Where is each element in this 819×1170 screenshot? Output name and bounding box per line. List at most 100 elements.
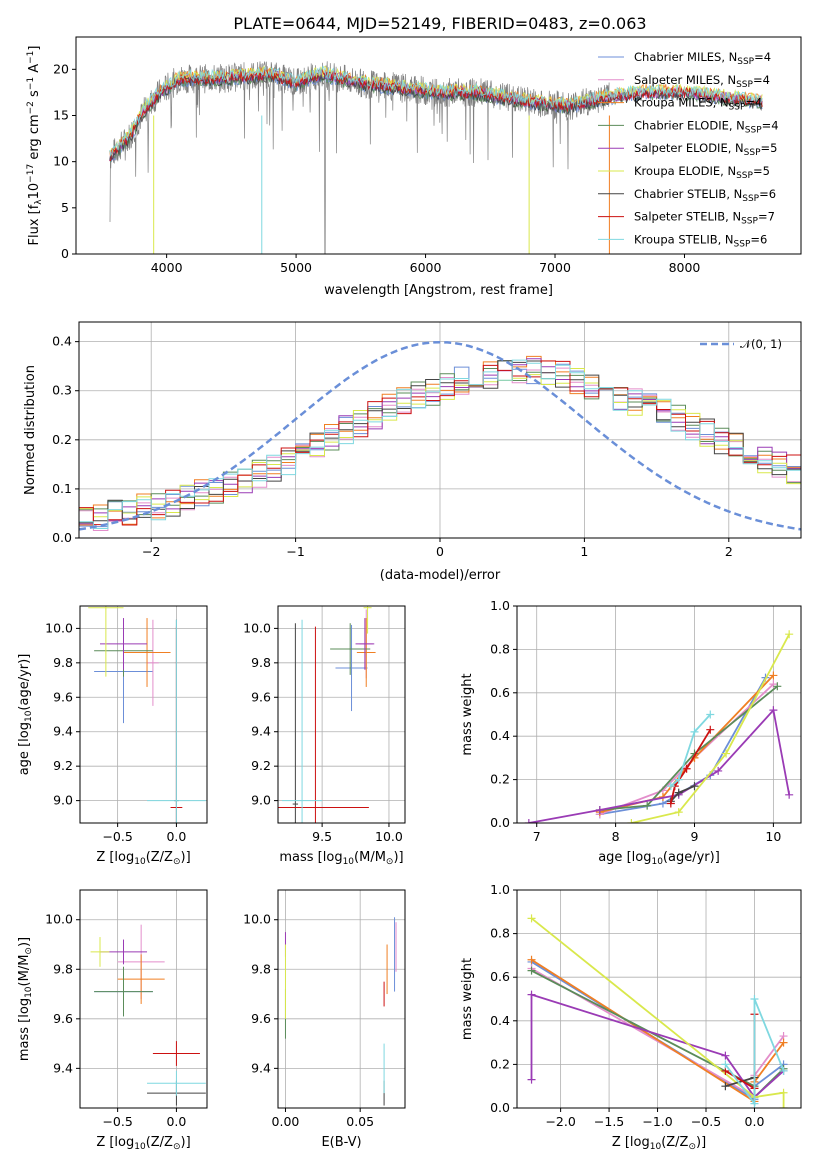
weight-marker bbox=[595, 805, 604, 814]
weight-series bbox=[595, 673, 770, 819]
weight-series-line bbox=[599, 685, 778, 811]
x-tick-label: −0.5 bbox=[102, 829, 132, 844]
spectrum-panel: 4000 5000 6000 7000 8000 0 5 10 15 20 wavelength [… bbox=[26, 36, 802, 298]
x-tick-label: −2.0 bbox=[545, 1114, 575, 1129]
y-tick-label: 0.6 bbox=[490, 685, 510, 700]
weight-series bbox=[524, 706, 794, 823]
figure-title: PLATE=0644, MJD=52149, FIBERID=0483, z=0… bbox=[233, 14, 646, 33]
legend-item: Salpeter ELODIE, NSSP=5 bbox=[598, 141, 777, 158]
x-tick-label: 9.5 bbox=[312, 829, 332, 844]
x-tick-label: −1 bbox=[286, 544, 304, 559]
x-tick-label: −0.5 bbox=[691, 1114, 721, 1129]
residual-histogram bbox=[79, 360, 801, 526]
error-bar-point bbox=[355, 618, 375, 670]
plot-frame bbox=[516, 605, 802, 824]
y-axis-label: mass weight bbox=[460, 958, 475, 1040]
legend-label: Chabrier MILES, NSSP=4 bbox=[634, 50, 771, 67]
weight-marker bbox=[682, 764, 691, 773]
legend-label: Kroupa MILES, NSSP=4 bbox=[634, 96, 762, 113]
y-tick-label: 9.6 bbox=[53, 1011, 73, 1026]
legend-item: Kroupa MILES, NSSP=4 bbox=[598, 96, 762, 113]
error-bar-point bbox=[356, 618, 376, 687]
y-tick-label: 0.4 bbox=[490, 728, 510, 743]
x-tick-label: 8000 bbox=[669, 260, 701, 275]
y-tick-label: 0.8 bbox=[490, 926, 510, 941]
legend-item: Chabrier ELODIE, NSSP=4 bbox=[598, 118, 779, 135]
error-bar-point bbox=[330, 623, 371, 675]
y-tick-label: 0.0 bbox=[52, 530, 72, 545]
error-bar-point bbox=[117, 954, 165, 1004]
y-tick-label: 0.2 bbox=[490, 1056, 510, 1071]
weight-series-line bbox=[631, 633, 790, 823]
y-tick-label: 10.0 bbox=[243, 620, 271, 635]
y-tick-label: 9.8 bbox=[53, 961, 73, 976]
plot-area bbox=[109, 61, 763, 254]
error-bar-point bbox=[99, 618, 148, 670]
weight-series bbox=[721, 1010, 759, 1093]
weight-marker bbox=[721, 1060, 730, 1069]
y-axis-label: mass [log10(M/M⊙)] bbox=[17, 937, 34, 1061]
plot-area bbox=[79, 340, 801, 531]
legend-item: Chabrier MILES, NSSP=4 bbox=[598, 50, 771, 67]
weight-marker bbox=[690, 782, 699, 791]
x-tick-label: 0.0 bbox=[745, 1114, 765, 1129]
weight-marker bbox=[779, 1088, 788, 1097]
x-axis-label: wavelength [Angstrom, rest frame] bbox=[324, 283, 553, 298]
legend-label: Chabrier STELIB, NSSP=6 bbox=[634, 187, 776, 204]
y-tick-label: 9.8 bbox=[53, 655, 73, 670]
y-tick-label: 9.4 bbox=[251, 1060, 271, 1075]
weight-marker bbox=[527, 966, 536, 975]
x-tick-label: 0.0 bbox=[166, 829, 186, 844]
weight-marker bbox=[779, 1104, 788, 1108]
y-tick-label: 0.0 bbox=[490, 815, 510, 830]
y-tick-label: 15 bbox=[53, 107, 69, 122]
weight-marker bbox=[785, 790, 794, 799]
x-tick-label: 7000 bbox=[539, 260, 571, 275]
y-tick-label: 20 bbox=[53, 61, 69, 76]
weight-marker bbox=[524, 819, 533, 823]
error-bar-point bbox=[88, 606, 124, 677]
x-tick-label: 2 bbox=[725, 544, 733, 559]
weight-marker bbox=[690, 727, 699, 736]
y-tick-label: 9.4 bbox=[53, 724, 73, 739]
x-tick-label: 5000 bbox=[280, 260, 312, 275]
plot-area bbox=[284, 917, 397, 1106]
gaussian-reference-curve bbox=[79, 340, 801, 531]
x-tick-label: 7 bbox=[533, 829, 541, 844]
error-bar-point bbox=[147, 1070, 206, 1096]
weight-series-line bbox=[599, 674, 775, 813]
y-tick-label: 9.2 bbox=[53, 758, 73, 773]
weight-marker bbox=[750, 1099, 759, 1108]
weight-series bbox=[666, 725, 715, 808]
error-bar-point bbox=[123, 618, 171, 687]
y-axis-label: age [log10(age/yr)] bbox=[17, 654, 34, 776]
residual-histogram bbox=[79, 359, 801, 529]
x-tick-label: 10.0 bbox=[375, 829, 403, 844]
weight-marker bbox=[769, 706, 778, 715]
plot-area bbox=[90, 924, 206, 1106]
plot-frame bbox=[75, 36, 802, 255]
weight-series-line bbox=[725, 1076, 755, 1088]
y-tick-label: 9.0 bbox=[251, 793, 271, 808]
y-tick-label: 0 bbox=[61, 246, 69, 261]
plot-frame bbox=[516, 889, 802, 1109]
weight-series bbox=[721, 995, 788, 1108]
legend-label: Salpeter STELIB, NSSP=7 bbox=[634, 210, 775, 227]
y-tick-label: 9.6 bbox=[251, 689, 271, 704]
x-tick-label: 4000 bbox=[151, 260, 183, 275]
y-tick-label: 9.4 bbox=[53, 1060, 73, 1075]
x-tick-label: 8 bbox=[612, 829, 620, 844]
weight-series bbox=[666, 710, 715, 791]
legend-item: Kroupa ELODIE, NSSP=5 bbox=[598, 164, 770, 181]
y-tick-label: 1.0 bbox=[490, 598, 510, 613]
x-axis-label: Z [log10(Z/Z⊙)] bbox=[612, 1135, 706, 1152]
x-axis-label: E(B-V) bbox=[321, 1135, 361, 1150]
weight-series-line bbox=[670, 713, 711, 787]
x-axis-label: mass [log10(M/M⊙)] bbox=[279, 850, 403, 867]
error-bar-point bbox=[147, 619, 206, 823]
weight-marker bbox=[750, 995, 759, 1003]
y-tick-label: 9.2 bbox=[251, 758, 271, 773]
weight-marker bbox=[674, 775, 683, 784]
y-tick-label: 0.8 bbox=[490, 641, 510, 656]
